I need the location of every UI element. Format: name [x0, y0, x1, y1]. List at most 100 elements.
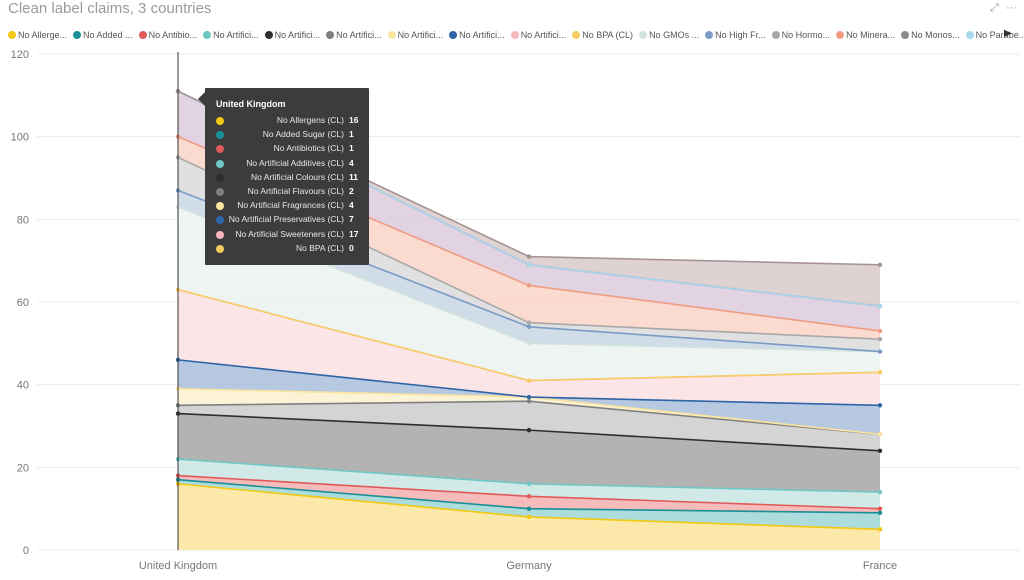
tooltip-row: No Artificial Sweeteners (CL) 17	[205, 228, 369, 242]
legend-marker-icon	[572, 31, 581, 39]
data-point	[526, 399, 532, 404]
x-tick-label: Germany	[506, 560, 552, 572]
legend-label: No BPA (CL)	[582, 30, 634, 40]
legend-item[interactable]: No Hormo...	[771, 30, 831, 40]
tooltip-marker-icon	[216, 188, 224, 196]
more-options-icon[interactable]: ···	[1006, 2, 1017, 14]
legend-marker-icon	[264, 31, 273, 39]
legend-marker-icon	[901, 31, 910, 39]
data-point	[526, 394, 532, 400]
tooltip-row: No BPA (CL) 0	[205, 242, 369, 256]
data-point	[526, 283, 532, 288]
legend-marker-icon	[771, 31, 780, 39]
legend-marker-icon	[639, 31, 648, 39]
area-band	[178, 91, 880, 331]
legend-marker-icon	[965, 31, 974, 39]
legend-item[interactable]: No Artifici...	[203, 30, 259, 40]
data-point	[526, 324, 532, 329]
tooltip-label: No Artificial Flavours (CL)	[247, 186, 344, 196]
data-point	[526, 320, 532, 325]
legend-item[interactable]: No Artifici...	[510, 30, 566, 40]
legend-item[interactable]: No BPA (CL)	[572, 30, 633, 40]
data-point	[877, 349, 883, 354]
tooltip-value: 1	[349, 143, 354, 154]
legend-next-arrow-icon[interactable]: ▶	[1004, 28, 1012, 39]
y-tick-label: 120	[11, 49, 29, 61]
data-point	[877, 489, 883, 495]
data-point	[877, 262, 883, 267]
tooltip-marker-icon	[216, 216, 224, 225]
legend-marker-icon	[387, 31, 396, 39]
tooltip-label: No Artificial Additives (CL)	[246, 157, 344, 168]
legend-item[interactable]: No Artifici...	[449, 30, 505, 40]
legend-label: No Artifici...	[336, 30, 382, 40]
tooltip-label: No Artificial Sweeteners (CL)	[235, 228, 344, 239]
legend-item[interactable]: No Antibio...	[138, 30, 198, 40]
y-tick-label: 100	[11, 132, 29, 144]
legend-label: No GMOs ...	[649, 30, 700, 40]
tooltip-row: No Artificial Flavours (CL) 2	[205, 185, 369, 199]
tooltip-marker-icon	[216, 244, 224, 253]
tooltip-row: No Artificial Colours (CL) 11	[205, 171, 369, 185]
area-band	[178, 413, 880, 493]
tooltip-row: No Artificial Preservatives (CL) 7	[205, 213, 369, 227]
area-band	[178, 388, 880, 435]
area-band	[178, 479, 880, 530]
chart-title: Clean label claims, 3 countries	[8, 0, 212, 17]
legend-item[interactable]: No Artifici...	[387, 30, 444, 40]
legend-marker-icon	[73, 31, 82, 39]
legend-item[interactable]: No Monos...	[901, 30, 960, 40]
legend-item[interactable]: No GMOs ...	[639, 30, 699, 40]
legend-marker-icon	[510, 31, 519, 39]
data-point	[526, 341, 532, 346]
legend-item[interactable]: No Parabe...	[965, 30, 1024, 40]
area-band	[178, 475, 880, 513]
legend-label: No Added ...	[83, 30, 133, 40]
data-point	[526, 494, 532, 499]
legend-item[interactable]: No High Fr...	[705, 30, 766, 40]
tooltip-row: No Artificial Fragrances (CL) 4	[205, 199, 369, 213]
legend-item[interactable]: No Allerge...	[8, 30, 67, 40]
data-point	[526, 427, 532, 433]
legend-label: No Monos...	[911, 30, 960, 40]
data-point	[877, 527, 883, 532]
tooltip-value: 4	[349, 157, 354, 168]
tooltip-row: No Antibiotics (CL) 1	[205, 142, 369, 156]
tooltip-value: 17	[349, 228, 359, 239]
tooltip-row: No Artificial Additives (CL) 4	[205, 157, 369, 171]
tooltip-label: No Antibiotics (CL)	[273, 143, 344, 154]
legend-item[interactable]: No Added ...	[73, 30, 133, 40]
x-tick-label: France	[863, 560, 897, 572]
legend-label: No Artifici...	[213, 30, 259, 40]
legend-item[interactable]: No Minera...	[836, 30, 895, 40]
legend-item[interactable]: No Artifici...	[326, 30, 382, 40]
legend-label: No Artifici...	[397, 30, 444, 40]
legend-label: No Antibio...	[148, 30, 198, 40]
focus-mode-icon[interactable]: ⤢	[990, 2, 999, 14]
tooltip-marker-icon	[216, 117, 224, 125]
tooltip-marker-icon	[216, 230, 224, 239]
data-point	[877, 506, 883, 511]
data-point	[526, 481, 532, 487]
y-tick-label: 0	[23, 545, 29, 557]
legend-marker-icon	[326, 31, 335, 39]
data-point	[877, 303, 883, 309]
tooltip-row: No Allergens (CL) 16	[205, 114, 369, 128]
tooltip-marker-icon	[216, 202, 224, 211]
legend-label: No Hormo...	[781, 30, 831, 40]
legend-marker-icon	[203, 31, 212, 39]
area-band	[178, 401, 880, 451]
tooltip-label: No Artificial Preservatives (CL)	[228, 214, 344, 225]
tooltip-label: No Allergens (CL)	[276, 115, 344, 125]
y-tick-label: 20	[17, 462, 29, 474]
data-point	[526, 378, 532, 383]
x-tick-label: United Kingdom	[139, 560, 217, 572]
legend-marker-icon	[449, 31, 458, 39]
tooltip-value: 4	[349, 200, 354, 211]
data-point	[877, 432, 883, 437]
tooltip-value: 11	[349, 171, 358, 182]
legend-label: No Artifici...	[274, 30, 321, 40]
legend-item[interactable]: No Artifici...	[264, 30, 321, 40]
data-point	[526, 262, 532, 267]
